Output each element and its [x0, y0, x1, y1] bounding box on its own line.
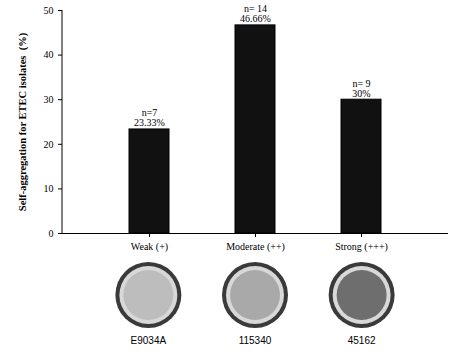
svg-text:Weak (+): Weak (+)	[131, 241, 168, 253]
svg-text:Strong (+++): Strong (+++)	[335, 241, 388, 253]
svg-text:50: 50	[44, 5, 54, 16]
svg-text:n= 930%: n= 930%	[352, 78, 370, 99]
svg-text:20: 20	[44, 139, 54, 150]
svg-text:n=723.33%: n=723.33%	[134, 107, 165, 128]
svg-text:45162: 45162	[348, 335, 376, 346]
svg-text:10: 10	[44, 183, 54, 194]
svg-text:n= 1446.66%: n= 1446.66%	[240, 3, 271, 24]
svg-text:40: 40	[44, 49, 54, 60]
svg-text:E9034A: E9034A	[131, 335, 167, 346]
svg-text:0: 0	[49, 228, 54, 239]
svg-text:Self-aggregation for ETEC isol: Self-aggregation for ETEC isolates (%)	[17, 32, 29, 211]
svg-text:30: 30	[44, 94, 54, 105]
svg-text:115340: 115340	[239, 335, 272, 346]
svg-text:Moderate (++): Moderate (++)	[226, 241, 285, 253]
